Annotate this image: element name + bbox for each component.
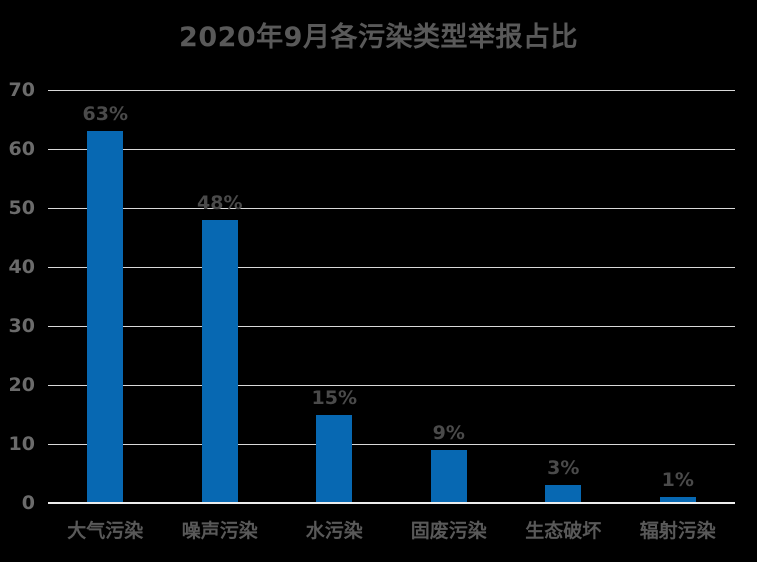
x-tick-label: 噪声污染 bbox=[181, 520, 258, 542]
y-tick-label: 40 bbox=[8, 256, 35, 278]
chart-title: 2020年9月各污染类型举报占比 bbox=[179, 22, 578, 53]
y-tick-label: 70 bbox=[8, 79, 35, 101]
gridline bbox=[48, 149, 735, 150]
gridline bbox=[48, 267, 735, 268]
gridline bbox=[48, 385, 735, 386]
bar-value-label: 15% bbox=[311, 386, 357, 409]
bar bbox=[316, 414, 353, 503]
y-tick-label: 50 bbox=[8, 197, 35, 219]
gridline bbox=[48, 208, 735, 209]
bar-value-label: 63% bbox=[82, 103, 128, 126]
x-tick-label: 大气污染 bbox=[67, 520, 144, 542]
x-axis-line bbox=[48, 502, 735, 504]
bar-value-label: 1% bbox=[661, 469, 694, 492]
bar bbox=[87, 131, 124, 503]
y-tick-label: 60 bbox=[8, 138, 35, 160]
bar-value-label: 9% bbox=[432, 421, 465, 444]
gridline bbox=[48, 326, 735, 327]
bar-value-label: 3% bbox=[547, 457, 580, 480]
y-tick-label: 10 bbox=[8, 433, 35, 455]
bar bbox=[430, 449, 467, 503]
gridline bbox=[48, 90, 735, 91]
bar bbox=[545, 485, 582, 503]
bar bbox=[201, 219, 238, 503]
x-tick-label: 生态破坏 bbox=[525, 520, 602, 542]
x-tick-label: 辐射污染 bbox=[639, 520, 716, 542]
x-tick-label: 水污染 bbox=[305, 520, 363, 542]
x-tick-label: 固废污染 bbox=[410, 520, 487, 542]
y-tick-label: 20 bbox=[8, 374, 35, 396]
gridline bbox=[48, 444, 735, 445]
bar bbox=[659, 497, 696, 503]
bar-value-label: 48% bbox=[197, 191, 243, 214]
y-tick-label: 30 bbox=[8, 315, 35, 337]
y-tick-label: 0 bbox=[21, 492, 35, 514]
